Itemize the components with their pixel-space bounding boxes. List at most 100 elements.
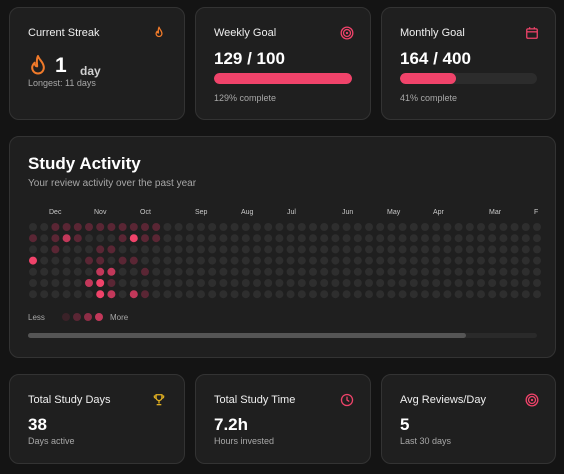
heatmap-cell[interactable] xyxy=(499,267,508,276)
heatmap-cell[interactable] xyxy=(432,223,441,231)
heatmap-cell[interactable] xyxy=(51,290,60,299)
heatmap-cell[interactable] xyxy=(62,267,71,276)
heatmap-cell[interactable] xyxy=(62,245,71,254)
heatmap-cell[interactable] xyxy=(477,256,485,265)
heatmap-cell[interactable] xyxy=(230,234,239,243)
heatmap-cell[interactable] xyxy=(365,267,373,276)
heatmap-cell[interactable] xyxy=(219,234,228,243)
heatmap-cell[interactable] xyxy=(174,256,183,265)
heatmap-cell[interactable] xyxy=(533,290,541,299)
heatmap-cell[interactable] xyxy=(62,223,71,231)
heatmap-cell[interactable] xyxy=(443,234,452,243)
heatmap-cell[interactable] xyxy=(387,234,396,243)
heatmap-cell[interactable] xyxy=(219,279,228,287)
heatmap-cell[interactable] xyxy=(320,290,329,299)
heatmap-cell[interactable] xyxy=(107,279,116,287)
heatmap-cell[interactable] xyxy=(365,256,373,265)
heatmap-cell[interactable] xyxy=(309,256,317,265)
heatmap-cell[interactable] xyxy=(163,245,172,254)
heatmap-cell[interactable] xyxy=(353,267,362,276)
heatmap-cell[interactable] xyxy=(51,256,60,265)
heatmap-cell[interactable] xyxy=(454,234,463,243)
heatmap-cell[interactable] xyxy=(141,223,149,231)
heatmap-cell[interactable] xyxy=(421,256,429,265)
heatmap-cell[interactable] xyxy=(286,245,295,254)
heatmap-cell[interactable] xyxy=(85,245,93,254)
heatmap-cell[interactable] xyxy=(398,234,407,243)
heatmap-cell[interactable] xyxy=(96,245,105,254)
heatmap-cell[interactable] xyxy=(241,234,250,243)
heatmap-cell[interactable] xyxy=(510,267,519,276)
heatmap-cell[interactable] xyxy=(342,267,351,276)
heatmap-cell[interactable] xyxy=(129,245,138,254)
heatmap-cell[interactable] xyxy=(208,267,217,276)
heatmap-cell[interactable] xyxy=(432,245,441,254)
heatmap-cell[interactable] xyxy=(275,223,284,231)
heatmap-cell[interactable] xyxy=(488,245,497,254)
heatmap-cell[interactable] xyxy=(387,267,396,276)
heatmap-cell[interactable] xyxy=(331,245,340,254)
heatmap-cell[interactable] xyxy=(409,290,418,299)
heatmap-cell[interactable] xyxy=(477,245,485,254)
heatmap-cell[interactable] xyxy=(51,267,60,276)
heatmap-cell[interactable] xyxy=(409,267,418,276)
heatmap-cell[interactable] xyxy=(353,223,362,231)
heatmap-cell[interactable] xyxy=(96,256,105,265)
heatmap-cell[interactable] xyxy=(499,245,508,254)
heatmap-cell[interactable] xyxy=(443,256,452,265)
heatmap-cell[interactable] xyxy=(96,290,105,299)
heatmap-cell[interactable] xyxy=(118,234,127,243)
heatmap-cell[interactable] xyxy=(107,245,116,254)
heatmap-cell[interactable] xyxy=(73,256,82,265)
heatmap-cell[interactable] xyxy=(320,234,329,243)
heatmap-cell[interactable] xyxy=(230,267,239,276)
heatmap-cell[interactable] xyxy=(297,267,306,276)
heatmap-cell[interactable] xyxy=(421,234,429,243)
heatmap-cell[interactable] xyxy=(376,223,385,231)
heatmap-cell[interactable] xyxy=(40,290,49,299)
heatmap-cell[interactable] xyxy=(376,256,385,265)
heatmap-cell[interactable] xyxy=(275,234,284,243)
heatmap-cell[interactable] xyxy=(398,279,407,287)
heatmap-cell[interactable] xyxy=(73,290,82,299)
heatmap-cell[interactable] xyxy=(421,245,429,254)
heatmap-cell[interactable] xyxy=(96,267,105,276)
heatmap-cell[interactable] xyxy=(409,245,418,254)
heatmap-cell[interactable] xyxy=(129,234,138,243)
heatmap-cell[interactable] xyxy=(521,290,530,299)
heatmap-cell[interactable] xyxy=(275,290,284,299)
heatmap-cell[interactable] xyxy=(29,256,37,265)
heatmap-cell[interactable] xyxy=(376,279,385,287)
heatmap-cell[interactable] xyxy=(286,234,295,243)
heatmap-cell[interactable] xyxy=(73,245,82,254)
heatmap-cell[interactable] xyxy=(409,234,418,243)
heatmap-cell[interactable] xyxy=(241,267,250,276)
heatmap-cell[interactable] xyxy=(141,245,149,254)
heatmap-cell[interactable] xyxy=(443,279,452,287)
heatmap-cell[interactable] xyxy=(286,290,295,299)
heatmap-cell[interactable] xyxy=(253,223,261,231)
heatmap-cell[interactable] xyxy=(477,267,485,276)
heatmap-cell[interactable] xyxy=(409,223,418,231)
heatmap-cell[interactable] xyxy=(141,256,149,265)
heatmap-cell[interactable] xyxy=(387,245,396,254)
heatmap-cell[interactable] xyxy=(342,245,351,254)
heatmap-cell[interactable] xyxy=(29,290,37,299)
heatmap-cell[interactable] xyxy=(96,234,105,243)
heatmap-cell[interactable] xyxy=(353,256,362,265)
heatmap-cell[interactable] xyxy=(241,279,250,287)
heatmap-scrollbar[interactable] xyxy=(28,333,537,338)
heatmap-cell[interactable] xyxy=(62,234,71,243)
heatmap-cell[interactable] xyxy=(398,290,407,299)
heatmap-cell[interactable] xyxy=(286,267,295,276)
heatmap-cell[interactable] xyxy=(219,256,228,265)
heatmap-cell[interactable] xyxy=(51,234,60,243)
heatmap-cell[interactable] xyxy=(521,267,530,276)
heatmap-cell[interactable] xyxy=(320,245,329,254)
heatmap-cell[interactable] xyxy=(488,223,497,231)
heatmap-cell[interactable] xyxy=(365,279,373,287)
heatmap-cell[interactable] xyxy=(29,267,37,276)
heatmap-cell[interactable] xyxy=(208,279,217,287)
heatmap-cell[interactable] xyxy=(141,267,149,276)
heatmap-cell[interactable] xyxy=(253,245,261,254)
